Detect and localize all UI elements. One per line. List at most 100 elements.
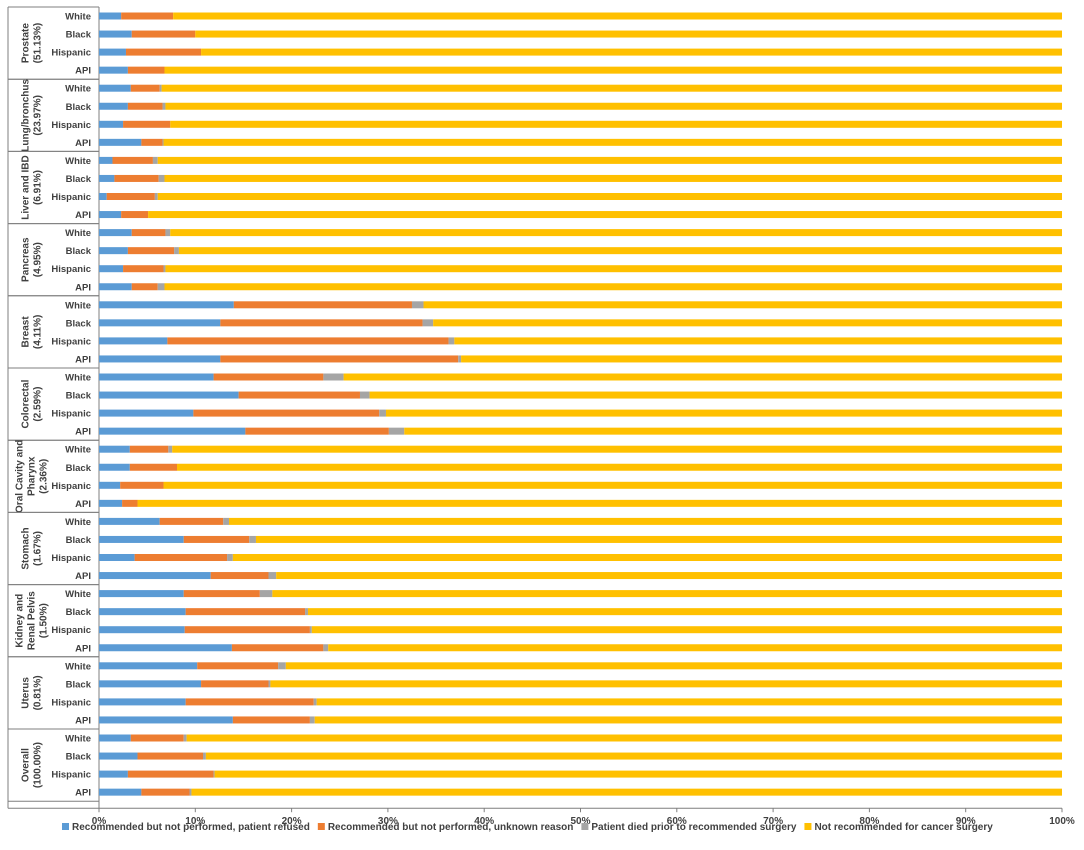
x-tick-label: 80% [859,816,879,827]
row-label: Black [66,318,92,329]
bar-segment [369,391,1062,399]
group-label: Stomach [21,527,32,569]
legend-swatch [804,823,812,830]
legend-swatch [62,823,69,830]
bar-segment [114,174,159,182]
row-label: API [75,427,91,438]
bar-segment [203,752,206,760]
bar-segment [130,84,160,92]
bar-segment [220,319,423,327]
bar-segment [448,337,455,345]
bar-segment [157,283,165,291]
x-tick-label: 70% [763,816,783,827]
row-label: Black [66,391,92,402]
bar-segment [99,319,221,327]
bar-segment [99,30,132,38]
group-label: (23.97%) [33,95,44,136]
row-label: Hispanic [51,120,91,131]
bar-segment [99,283,132,291]
bar-segment [127,102,163,110]
bar-segment [433,319,1062,327]
row-label: Hispanic [51,553,91,564]
bar-segment [123,265,164,273]
row-label: API [75,571,91,582]
group-label: Prostate [21,23,32,63]
bar-segment [268,680,271,688]
bar-segment [123,120,171,128]
bar-segment [131,229,166,237]
bar-segment [232,554,1062,561]
bar-segment [316,698,1062,706]
bar-segment [313,698,317,706]
bar-segment [121,211,149,219]
bar-segment [131,283,158,291]
bar-segment [272,590,1063,598]
group-label: Lung/bronchus [21,78,32,151]
bar-segment [165,265,1062,273]
bar-segment [177,463,1063,471]
row-label: Hispanic [51,192,91,203]
group-label: (4.95%) [33,242,44,277]
row-label: API [75,354,91,365]
group-label: Renal Pelvis [27,591,38,650]
row-label: White [65,84,91,95]
bar-segment [99,138,142,146]
bar-segment [141,138,163,146]
bar-segment [178,247,1062,255]
bar-segment [99,716,233,724]
row-label: Black [66,174,92,185]
bar-segment [127,247,175,255]
bar-segment [197,662,279,670]
bar-segment [137,752,204,760]
bar-segment [99,481,121,489]
bar-segment [99,84,131,92]
legend-label: Not recommended for cancer surgery [814,822,993,833]
bar-segment [205,752,1062,760]
bar-segment [314,716,1062,724]
group-label: (0.81%) [33,675,44,710]
bar-segment [122,499,138,507]
row-label: API [75,282,91,293]
bar-segment [173,12,1062,20]
bar-segment [454,337,1062,345]
bar-segment [233,301,412,309]
row-label: Hispanic [51,409,91,420]
x-tick-label: 0% [92,816,107,827]
bar-segment [125,48,202,56]
row-label: API [75,138,91,149]
bar-segment [99,120,124,128]
bar-segment [307,608,1062,616]
bar-segment [99,499,123,507]
bar-segment [213,770,215,778]
bar-segment [305,608,308,616]
bar-segment [278,662,286,670]
bar-segment [127,66,165,74]
bar-segment [255,535,1062,543]
bar-segment [148,211,1062,219]
bar-segment [183,734,187,742]
bar-segment [130,734,184,742]
bar-segment [268,572,277,580]
bar-segment [189,788,192,796]
bar-segment [458,355,462,363]
bar-segment [285,662,1062,670]
bar-segment [157,156,1063,164]
row-label: White [65,12,91,23]
bar-segment [165,229,171,237]
bar-segment [162,102,166,110]
bar-segment [129,463,178,471]
row-label: White [65,445,91,456]
bar-segment [323,644,329,652]
x-tick-label: 10% [185,816,205,827]
bar-segment [99,156,113,164]
bar-segment [184,626,310,634]
group-label: Kidney and [15,594,26,648]
bar-segment [238,391,360,399]
bar-segment [99,788,142,796]
group-label: Uterus [21,677,32,709]
bar-segment [159,84,162,92]
row-label: White [65,589,91,600]
bar-segment [99,608,186,616]
bar-segment [191,788,1062,796]
bar-segment [223,517,230,525]
